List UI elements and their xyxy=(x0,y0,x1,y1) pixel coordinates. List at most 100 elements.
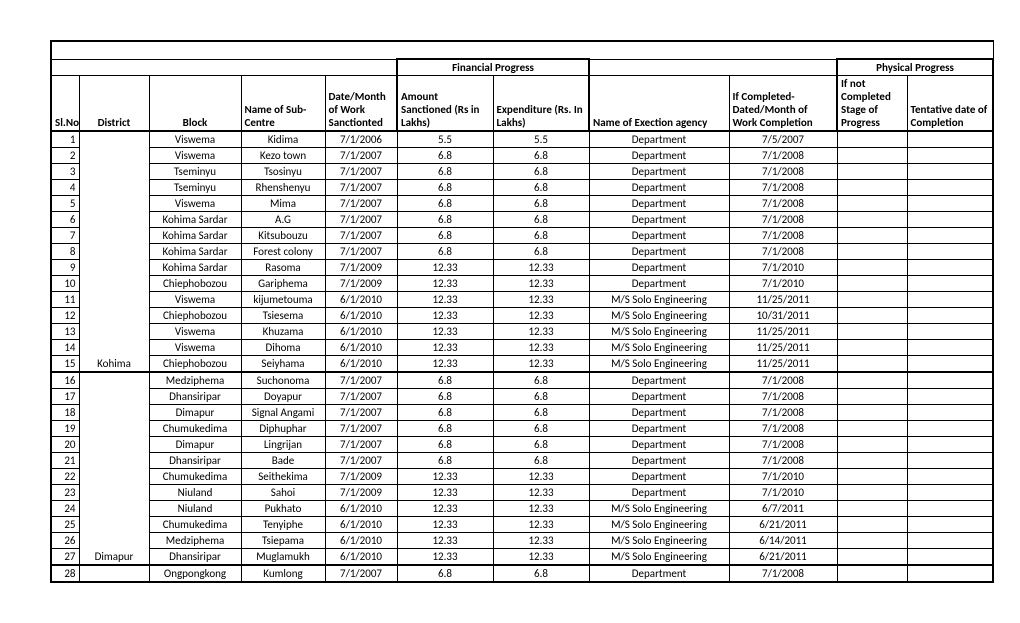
cell-agency: Department xyxy=(589,260,729,276)
cell-date-work: 7/1/2009 xyxy=(325,469,397,485)
table-row: 11Viswemakijumetouma6/1/201012.3312.33M/… xyxy=(51,292,993,308)
cell-completed: 7/1/2008 xyxy=(729,196,837,212)
cell-tentative xyxy=(907,260,993,276)
cell-tentative xyxy=(907,533,993,549)
table-row: 27DhansiriparMuglamukh6/1/201012.3312.33… xyxy=(51,549,993,566)
table-row: 10ChiephobozouGariphema7/1/200912.3312.3… xyxy=(51,276,993,292)
cell-subcentre: Tenyiphe xyxy=(241,517,325,533)
cell-expenditure: 12.33 xyxy=(493,308,589,324)
cell-slno: 3 xyxy=(51,164,79,180)
cell-stage xyxy=(837,324,907,340)
cell-tentative xyxy=(907,196,993,212)
table-row: 25ChumukedimaTenyiphe6/1/201012.3312.33M… xyxy=(51,517,993,533)
cell-stage xyxy=(837,469,907,485)
table-head: Financial Progress Physical Progress Sl.… xyxy=(51,41,993,131)
cell-stage xyxy=(837,260,907,276)
cell-amount: 12.33 xyxy=(397,340,493,356)
cell-date-work: 7/1/2009 xyxy=(325,485,397,501)
table-row: 23NiulandSahoi7/1/200912.3312.33Departme… xyxy=(51,485,993,501)
cell-amount: 6.8 xyxy=(397,148,493,164)
cell-tentative xyxy=(907,148,993,164)
cell-completed: 7/5/2007 xyxy=(729,131,837,148)
cell-block: Dimapur xyxy=(149,437,241,453)
cell-amount: 12.33 xyxy=(397,324,493,340)
cell-completed: 7/1/2010 xyxy=(729,276,837,292)
cell-completed: 6/7/2011 xyxy=(729,501,837,517)
cell-subcentre: Gariphema xyxy=(241,276,325,292)
cell-stage xyxy=(837,533,907,549)
cell-agency: Department xyxy=(589,131,729,148)
cell-agency: Department xyxy=(589,372,729,389)
cell-block: Viswema xyxy=(149,292,241,308)
cell-block: Ongpongkong xyxy=(149,565,241,582)
cell-subcentre: Sahoi xyxy=(241,485,325,501)
cell-completed: 7/1/2008 xyxy=(729,565,837,582)
cell-expenditure: 12.33 xyxy=(493,356,589,373)
cell-amount: 12.33 xyxy=(397,308,493,324)
cell-date-work: 7/1/2007 xyxy=(325,180,397,196)
cell-date-work: 7/1/2007 xyxy=(325,405,397,421)
cell-subcentre: Seiyhama xyxy=(241,356,325,373)
cell-expenditure: 12.33 xyxy=(493,485,589,501)
cell-amount: 12.33 xyxy=(397,276,493,292)
header-stage: If not Completed Stage of Progress xyxy=(837,76,907,132)
header-physical-progress: Physical Progress xyxy=(837,59,993,76)
cell-completed: 7/1/2008 xyxy=(729,372,837,389)
cell-subcentre: kijumetouma xyxy=(241,292,325,308)
cell-subcentre: Forest colony xyxy=(241,244,325,260)
cell-slno: 15 xyxy=(51,356,79,373)
cell-subcentre: Bade xyxy=(241,453,325,469)
table-row: 16DimapurMedziphemaSuchonoma7/1/20076.86… xyxy=(51,372,993,389)
cell-tentative xyxy=(907,212,993,228)
cell-agency: M/S Solo Engineering xyxy=(589,340,729,356)
cell-subcentre: Doyapur xyxy=(241,389,325,405)
cell-amount: 12.33 xyxy=(397,517,493,533)
header-completed: If Completed- Dated/Month of Work Comple… xyxy=(729,76,837,132)
cell-stage xyxy=(837,196,907,212)
cell-block: Chiephobozou xyxy=(149,308,241,324)
cell-block: Dhansiripar xyxy=(149,549,241,566)
cell-stage xyxy=(837,405,907,421)
table-row: 17DhansiriparDoyapur7/1/20076.86.8Depart… xyxy=(51,389,993,405)
top-empty-row xyxy=(51,41,993,59)
cell-district: Kohima xyxy=(79,131,149,372)
table-row: 22ChumukedimaSeithekima7/1/200912.3312.3… xyxy=(51,469,993,485)
cell-subcentre: Mima xyxy=(241,196,325,212)
cell-tentative xyxy=(907,372,993,389)
cell-date-work: 7/1/2009 xyxy=(325,276,397,292)
cell-agency: Department xyxy=(589,565,729,582)
cell-date-work: 6/1/2010 xyxy=(325,356,397,373)
cell-expenditure: 12.33 xyxy=(493,469,589,485)
cell-completed: 11/25/2011 xyxy=(729,356,837,373)
cell-subcentre: Diphuphar xyxy=(241,421,325,437)
cell-agency: M/S Solo Engineering xyxy=(589,356,729,373)
table-row: 5ViswemaMima7/1/20076.86.8Department7/1/… xyxy=(51,196,993,212)
cell-tentative xyxy=(907,340,993,356)
cell-slno: 25 xyxy=(51,517,79,533)
cell-slno: 27 xyxy=(51,549,79,566)
cell-date-work: 7/1/2007 xyxy=(325,372,397,389)
cell-block: Kohima Sardar xyxy=(149,244,241,260)
cell-agency: M/S Solo Engineering xyxy=(589,533,729,549)
cell-amount: 12.33 xyxy=(397,469,493,485)
table-body: 1KohimaViswemaKidima7/1/20065.55.5Depart… xyxy=(51,131,993,582)
cell-completed: 7/1/2008 xyxy=(729,453,837,469)
cell-completed: 11/25/2011 xyxy=(729,292,837,308)
cell-block: Kohima Sardar xyxy=(149,260,241,276)
cell-agency: Department xyxy=(589,276,729,292)
cell-amount: 6.8 xyxy=(397,565,493,582)
cell-completed: 7/1/2008 xyxy=(729,405,837,421)
cell-completed: 7/1/2008 xyxy=(729,244,837,260)
cell-stage xyxy=(837,228,907,244)
table-row: 26MedziphemaTsiepama6/1/201012.3312.33M/… xyxy=(51,533,993,549)
header-district: District xyxy=(79,76,149,132)
cell-tentative xyxy=(907,356,993,373)
cell-amount: 6.8 xyxy=(397,372,493,389)
cell-slno: 18 xyxy=(51,405,79,421)
cell-expenditure: 12.33 xyxy=(493,549,589,566)
cell-date-work: 6/1/2010 xyxy=(325,517,397,533)
cell-subcentre: Tsiepama xyxy=(241,533,325,549)
cell-date-work: 7/1/2006 xyxy=(325,131,397,148)
cell-stage xyxy=(837,453,907,469)
cell-completed: 7/1/2008 xyxy=(729,180,837,196)
